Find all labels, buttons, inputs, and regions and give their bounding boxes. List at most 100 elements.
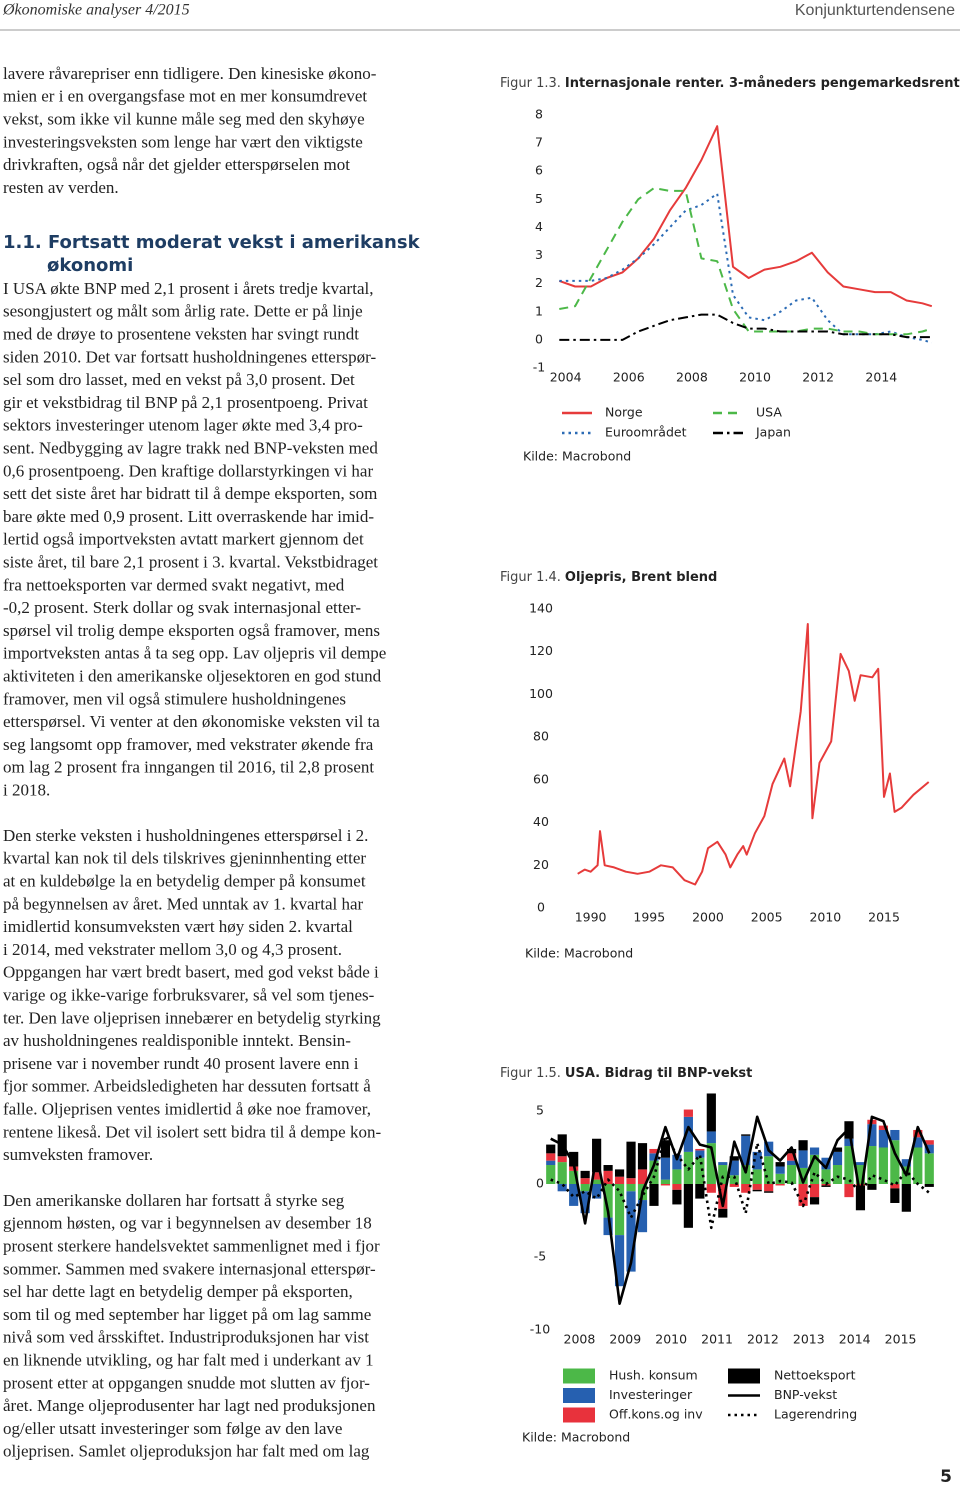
bar-segment	[844, 1138, 854, 1147]
bar-segment	[546, 1165, 556, 1184]
y-tick-label: 2	[535, 275, 543, 290]
bar-segment	[741, 1184, 751, 1193]
bar-segment	[557, 1156, 567, 1163]
x-tick-label: 2010	[809, 910, 841, 925]
bar-segment	[752, 1189, 762, 1192]
bar-segment	[798, 1167, 808, 1184]
text-line: aktiviteten i den amerikanske oljesektor…	[3, 667, 382, 686]
y-tick-label: 5	[536, 1103, 544, 1118]
bar-segment	[832, 1151, 843, 1166]
section-heading: økonomi	[47, 255, 133, 276]
y-tick-label: 7	[535, 135, 543, 150]
text-line: og/eller utsatt investeringer som følge …	[3, 1419, 342, 1438]
data-line	[577, 623, 930, 886]
bar-segment	[798, 1140, 808, 1151]
text-line: lertid også importveksten avtatt markert…	[3, 530, 364, 549]
bar-segment	[809, 1154, 820, 1184]
source: Kilde: Macrobond	[523, 449, 631, 464]
bar-segment	[626, 1178, 636, 1184]
y-tick-label: 0	[537, 900, 545, 915]
text-line: om lag 2 prosent fra inngangen til 2016,…	[3, 758, 374, 777]
text-line: Oppgangen har vært bredt basert, med god…	[3, 963, 379, 982]
text-line: seg langsomt opp framover, med vekstrate…	[3, 735, 374, 754]
bar-segment	[580, 1170, 590, 1179]
bar-segment	[867, 1124, 877, 1147]
x-tick-label: 2014	[839, 1332, 871, 1347]
text-line: oljeprisen. Samlet oljeproduksjon har fa…	[3, 1442, 370, 1461]
bar-segment	[844, 1184, 854, 1198]
y-tick-label: 8	[535, 107, 543, 122]
bar-segment	[695, 1148, 705, 1151]
x-tick-label: 2015	[885, 1332, 917, 1347]
bar-segment	[855, 1165, 866, 1184]
bar-segment	[626, 1191, 636, 1272]
bar-segment	[901, 1184, 911, 1212]
bar-segment	[890, 1188, 900, 1203]
bar-segment	[913, 1137, 923, 1148]
y-tick-label: 60	[533, 771, 549, 786]
bar-segment	[706, 1143, 716, 1184]
text-line: fjor sommer. Arbeidsledigheten har dessu…	[3, 1077, 371, 1096]
text-line: mien er i en overgangsfase mot en mer ko…	[3, 87, 367, 106]
bar-segment	[546, 1144, 556, 1154]
y-tick-label: -10	[530, 1322, 550, 1337]
y-tick-label: 0	[536, 1176, 544, 1191]
figure-title: Figur 1.5. USA. Bidrag til BNP-vekst	[500, 1066, 752, 1081]
x-tick-label: 2014	[865, 370, 897, 385]
bar-segment	[614, 1184, 625, 1236]
text-line: med de drøye to prosentene veksten har s…	[3, 325, 359, 344]
text-line: bare økte med 0,9 prosent. Litt overrask…	[3, 507, 374, 526]
bar-segment	[764, 1191, 774, 1193]
text-line: i 2014, med vekstrater mellom 3,0 og 4,3…	[3, 940, 342, 959]
text-line: året. Mange oljeprodusenter har lagt ned…	[3, 1396, 376, 1415]
bar-segment	[924, 1140, 934, 1145]
text-line: sel har dette lagt en betydelig demper p…	[3, 1282, 353, 1301]
legend-label: Japan	[755, 425, 791, 440]
x-tick-label: 2005	[751, 910, 783, 925]
y-tick-label: 140	[529, 601, 553, 616]
y-tick-label: 120	[529, 643, 553, 658]
bar-segment	[798, 1150, 808, 1168]
text-line: imidlertid konsumveksten vært høy siden …	[3, 917, 353, 936]
text-line: importveksten antas å ta seg opp. Lav ol…	[3, 644, 386, 663]
bar-segment	[913, 1147, 923, 1184]
bar-segment	[890, 1140, 900, 1184]
text-line: -0,2 prosent. Sterk dollar og svak inter…	[3, 598, 361, 617]
legend-label: Nettoeksport	[774, 1368, 856, 1383]
data-line	[550, 1134, 931, 1230]
bar-segment	[557, 1184, 567, 1192]
y-tick-label: 0	[535, 331, 543, 346]
bar-segment	[546, 1160, 556, 1166]
bar-segment	[660, 1140, 671, 1158]
bar-segment	[764, 1156, 774, 1184]
text-line: sesongjustert og målt som årlig rate. De…	[3, 302, 363, 321]
bar-segment	[569, 1184, 579, 1206]
data-line	[559, 192, 933, 344]
y-tick-label: 1	[535, 303, 543, 318]
text-line: at en kuldebølge la en betydelig demper …	[3, 872, 366, 891]
bar-segment	[901, 1159, 911, 1167]
text-line: etterspørsel. Vi venter at den økonomisk…	[3, 712, 380, 731]
bar-segment	[603, 1170, 613, 1184]
bar-segment	[821, 1157, 831, 1170]
text-line: som til og med september har ligget på o…	[3, 1305, 371, 1324]
bar-segment	[775, 1184, 785, 1186]
header-right: Konjunkturtendensene	[795, 2, 955, 19]
bar-segment	[695, 1184, 705, 1199]
text-line: prosent etter at oppgangen snudde mot sl…	[3, 1373, 370, 1392]
legend-label: Investeringer	[609, 1387, 693, 1402]
data-line	[558, 125, 933, 308]
y-tick-label: 4	[535, 219, 543, 234]
text-line: fra nettoeksporten var dermed svakt nega…	[3, 575, 345, 594]
bar-segment	[546, 1153, 556, 1161]
data-line	[559, 313, 932, 341]
legend-swatch	[563, 1368, 595, 1384]
bar-segment	[706, 1184, 716, 1193]
text-line: vekst, som ikke vil kunne måle seg med d…	[3, 110, 365, 129]
bar-segment	[878, 1125, 888, 1130]
text-line: 0,6 prosentpoeng. Den kraftige dollarsty…	[3, 461, 373, 480]
bar-segment	[867, 1184, 877, 1190]
x-tick-label: 2008	[564, 1332, 596, 1347]
bar-segment	[569, 1151, 579, 1167]
